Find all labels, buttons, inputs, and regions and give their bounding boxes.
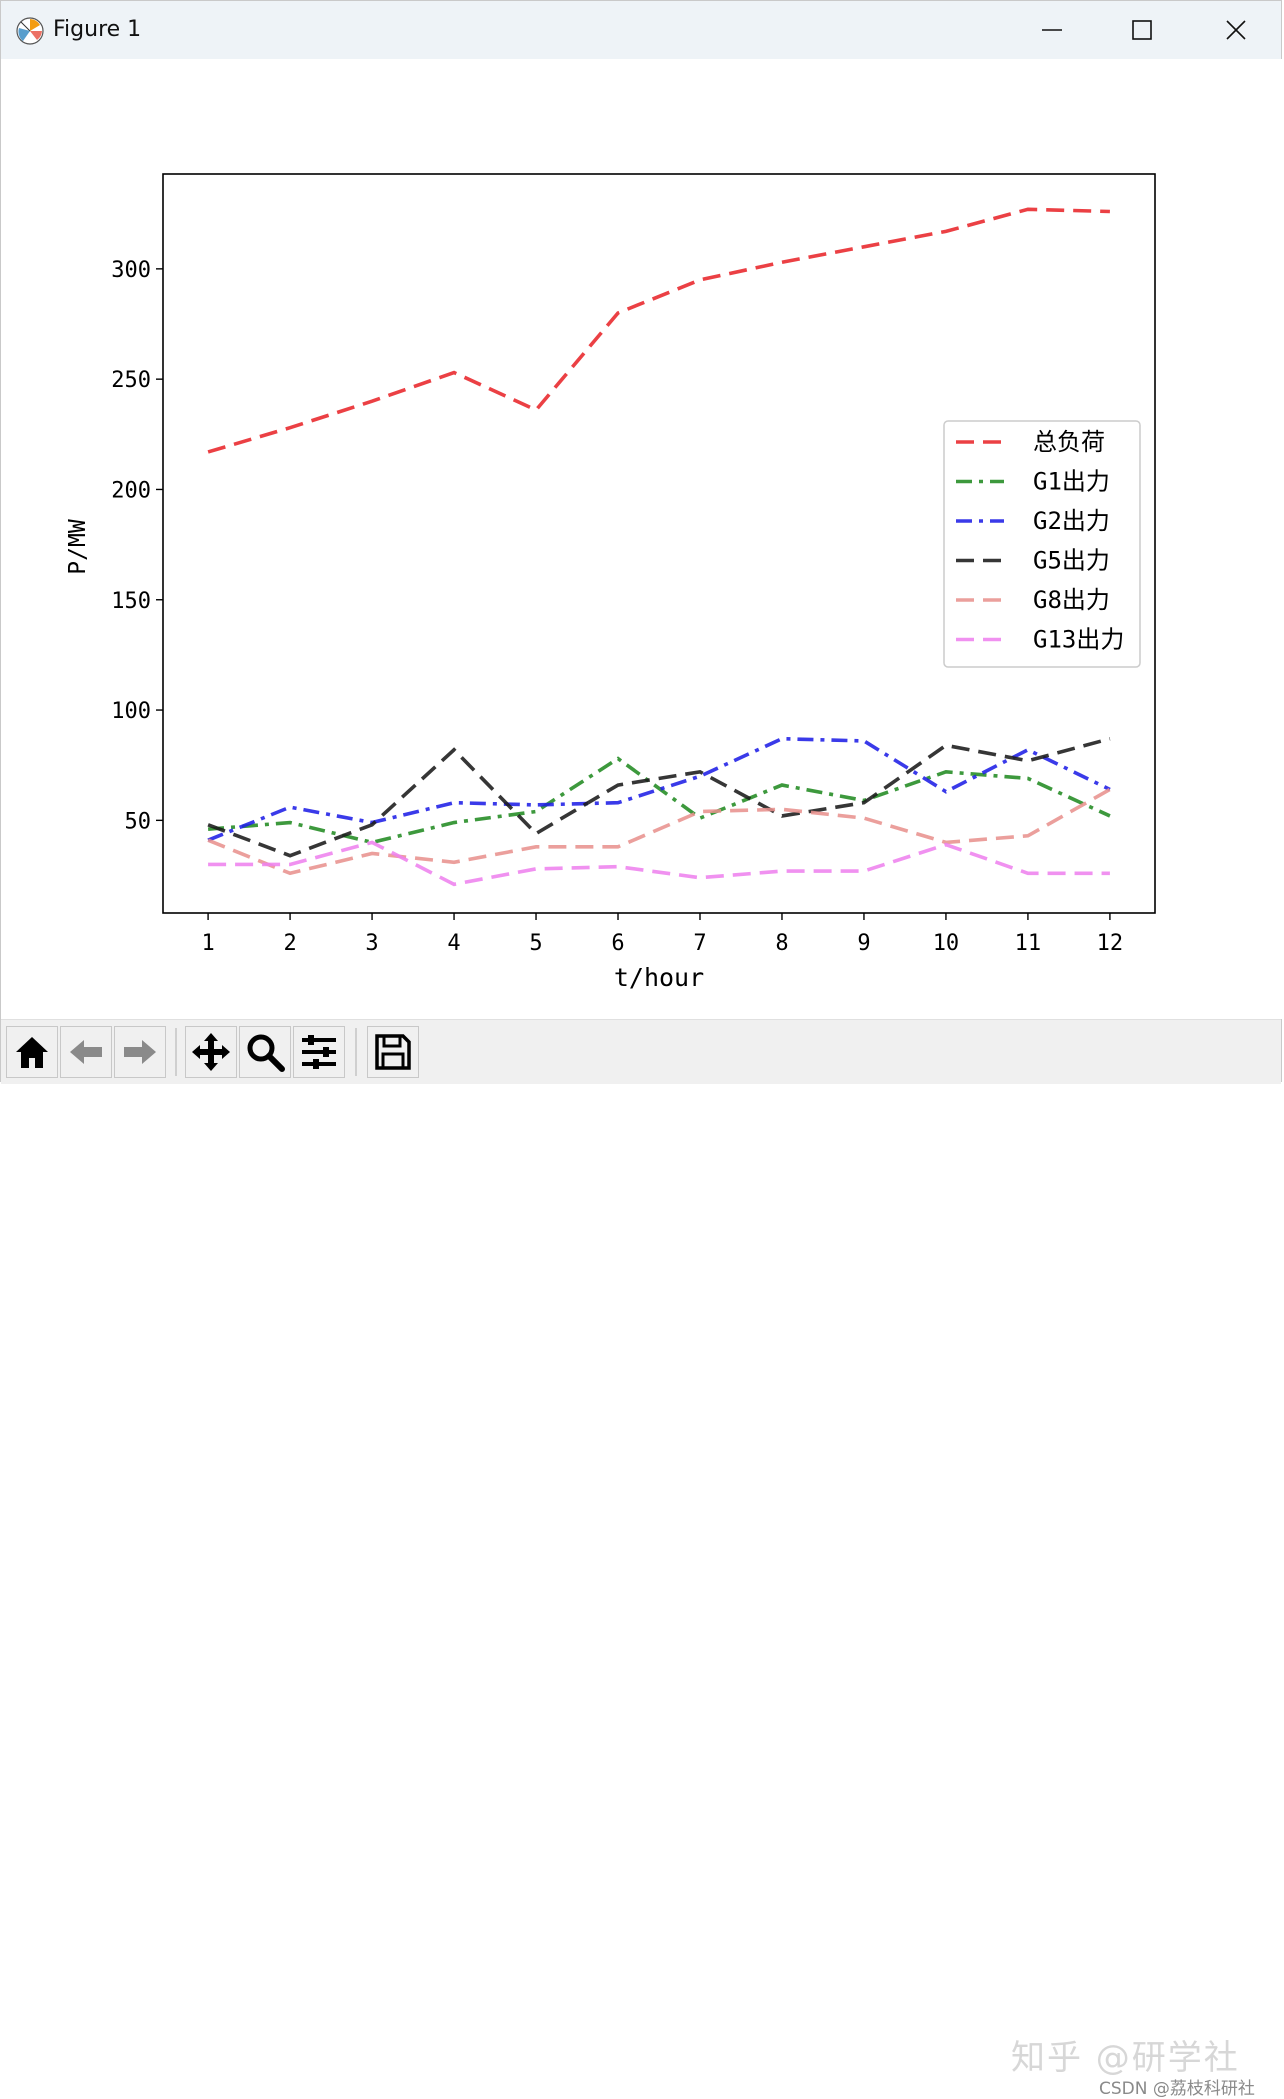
- x-tick-label: 7: [693, 931, 706, 956]
- maximize-icon: [1132, 20, 1152, 40]
- magnifier-icon: [247, 1034, 285, 1072]
- y-tick-label: 50: [125, 809, 152, 834]
- toolbar-separator: [355, 1028, 357, 1076]
- legend-label: G1出力: [1033, 468, 1110, 496]
- figure-canvas[interactable]: 50 100 150 200 250 300 1 2 3 4 5 6 7 8 9 10 11 12 t/hour…: [1, 59, 1283, 1019]
- x-axis-label: t/hour: [614, 963, 704, 992]
- close-button[interactable]: [1191, 1, 1281, 59]
- x-tick-label: 1: [201, 931, 214, 956]
- move-icon: [192, 1033, 230, 1071]
- y-tick-label: 300: [111, 258, 151, 283]
- x-tick-label: 8: [775, 931, 788, 956]
- zoom-button[interactable]: [239, 1026, 291, 1078]
- forward-button[interactable]: [114, 1026, 166, 1078]
- navigation-toolbar: 知乎 @研学社 CSDN @荔枝科研社: [1, 1019, 1281, 2099]
- y-tick-label: 200: [111, 478, 151, 503]
- legend-label: G13出力: [1033, 626, 1124, 654]
- floppy-disk-icon: [375, 1034, 411, 1070]
- arrow-left-icon: [70, 1040, 102, 1064]
- y-tick-label: 250: [111, 368, 151, 393]
- home-icon: [16, 1037, 48, 1068]
- y-tick-label: 150: [111, 589, 151, 614]
- series-line-6: [208, 840, 1110, 887]
- y-tick-label: 100: [111, 699, 151, 724]
- watermark-text: 知乎 @研学社: [1011, 2038, 1240, 2078]
- back-button[interactable]: [60, 1026, 112, 1078]
- legend-label: 总负荷: [1033, 428, 1105, 456]
- save-button[interactable]: [367, 1026, 419, 1078]
- arrow-right-icon: [124, 1040, 156, 1064]
- x-tick-label: 2: [283, 931, 296, 956]
- series-line-3: [207, 736, 1111, 842]
- series-line-1: [207, 207, 1110, 454]
- x-tick-label: 3: [365, 931, 378, 956]
- x-tick-label: 9: [857, 931, 870, 956]
- window-title: Figure 1: [53, 17, 142, 42]
- legend-label: G5出力: [1033, 547, 1110, 575]
- close-icon: [1226, 20, 1246, 40]
- toolbar-separator: [175, 1028, 177, 1076]
- x-tick-label: 4: [447, 931, 460, 956]
- pan-button[interactable]: [185, 1026, 237, 1078]
- x-tick-label: 6: [611, 931, 624, 956]
- legend-label: G2出力: [1033, 507, 1110, 535]
- matplotlib-icon: [16, 17, 44, 45]
- sliders-icon: [302, 1035, 336, 1069]
- y-axis-label: P/MW: [65, 519, 91, 575]
- series-line-4: [207, 736, 1111, 858]
- home-button[interactable]: [6, 1026, 58, 1078]
- configure-subplots-button[interactable]: [293, 1026, 345, 1078]
- minimize-button[interactable]: [1007, 1, 1097, 59]
- x-tick-label: 5: [529, 931, 542, 956]
- legend: 总负荷 G1出力 G2出力 G5出力 G8出力 G13出力: [943, 420, 1141, 668]
- legend-label: G8出力: [1033, 586, 1110, 614]
- series-line-5: [207, 787, 1111, 876]
- csdn-watermark: CSDN @荔枝科研社: [1099, 2079, 1255, 2099]
- x-tick-label: 10: [933, 931, 960, 956]
- title-bar[interactable]: Figure 1: [1, 1, 1281, 60]
- x-tick-label: 12: [1097, 931, 1124, 956]
- minimize-icon: [1042, 29, 1062, 31]
- x-tick-label: 11: [1015, 931, 1042, 956]
- series-line-2: [207, 756, 1111, 845]
- maximize-button[interactable]: [1097, 1, 1187, 59]
